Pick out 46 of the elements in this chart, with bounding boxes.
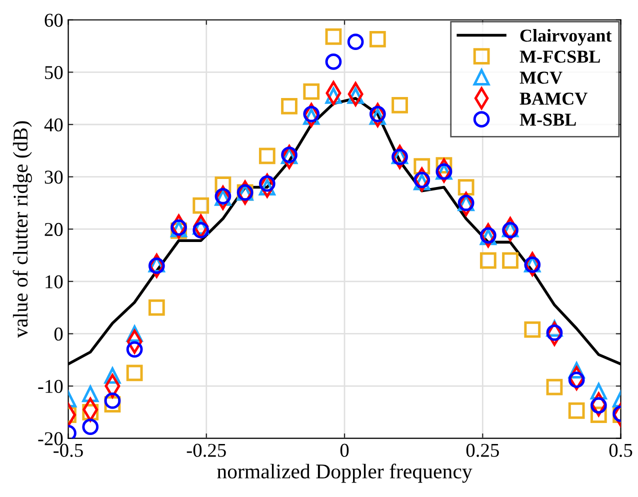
y-tick-label: 50 bbox=[45, 66, 63, 80]
legend-label: Clairvoyant bbox=[520, 29, 612, 46]
point bbox=[546, 324, 563, 341]
point bbox=[568, 402, 585, 419]
point bbox=[192, 197, 210, 214]
x-tick-label: -0.25 bbox=[186, 444, 226, 457]
point bbox=[502, 252, 518, 269]
point bbox=[524, 321, 541, 338]
point bbox=[369, 31, 386, 48]
point bbox=[258, 175, 276, 192]
point bbox=[192, 222, 210, 238]
y-tick-label: -10 bbox=[38, 380, 63, 393]
x-axis-title: normalized Doppler frequency bbox=[217, 464, 472, 483]
point bbox=[325, 28, 342, 45]
point bbox=[281, 98, 298, 114]
point bbox=[126, 364, 143, 382]
legend-label: BAMCV bbox=[520, 92, 588, 105]
point bbox=[258, 148, 276, 164]
y-tick-label: 60 bbox=[44, 14, 63, 27]
point bbox=[347, 34, 364, 50]
point bbox=[568, 372, 585, 388]
point bbox=[148, 299, 165, 316]
point bbox=[303, 83, 320, 100]
x-tick-label: 0.5 bbox=[609, 444, 632, 457]
y-tick-label: 40 bbox=[44, 118, 63, 132]
point bbox=[126, 341, 143, 358]
legend-label: M-FCSBL bbox=[520, 50, 600, 63]
point bbox=[104, 392, 121, 409]
point bbox=[458, 179, 474, 196]
x-tick-label: 0 bbox=[340, 444, 349, 457]
legend-label: MCV bbox=[520, 72, 562, 84]
point bbox=[546, 378, 563, 396]
point bbox=[392, 96, 408, 114]
y-tick-label: 0 bbox=[54, 328, 63, 341]
point bbox=[480, 252, 496, 269]
point bbox=[590, 397, 607, 414]
x-tick-label: -0.5 bbox=[54, 444, 83, 457]
y-tick-label: -20 bbox=[38, 432, 63, 446]
y-axis-title: value of clutter ridge (dB) bbox=[12, 121, 32, 338]
legend-label: M-SBL bbox=[520, 114, 576, 126]
point bbox=[82, 418, 99, 436]
y-tick-label: 10 bbox=[46, 275, 63, 288]
point bbox=[325, 54, 342, 70]
y-tick-label: 30 bbox=[44, 170, 63, 184]
x-tick-label: 0.25 bbox=[466, 444, 499, 457]
y-tick-label: 20 bbox=[44, 222, 63, 236]
